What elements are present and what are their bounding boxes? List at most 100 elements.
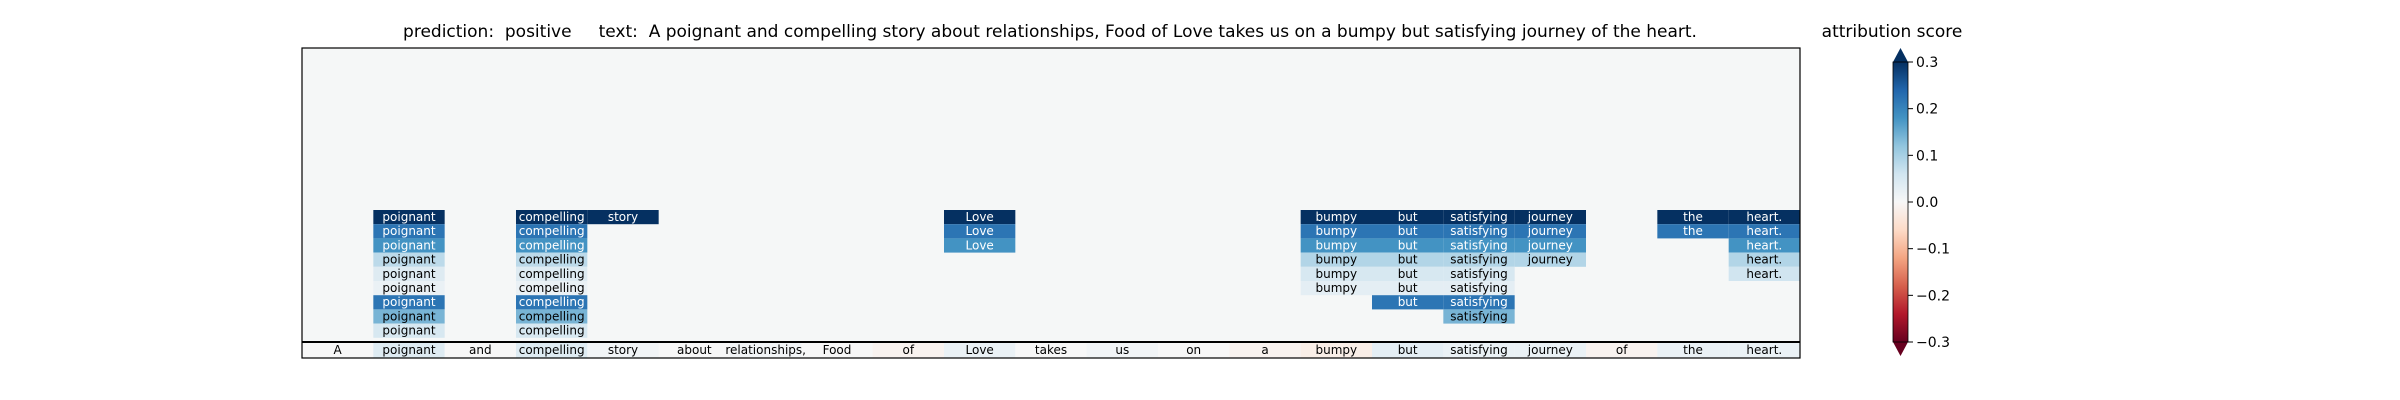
stack-cell-17-0 xyxy=(1514,210,1586,225)
stack-token-label-1-6: poignant xyxy=(382,295,435,309)
base-cell-3 xyxy=(516,342,588,358)
stack-token-label-20-0: heart. xyxy=(1746,210,1782,224)
stack-cell-3-0 xyxy=(516,210,588,225)
stack-cell-1-8 xyxy=(373,323,445,338)
stack-token-label-3-1: compelling xyxy=(519,224,585,238)
stack-token-label-17-0: journey xyxy=(1527,210,1573,224)
stack-token-label-15-3: but xyxy=(1398,253,1418,267)
stack-cell-15-1 xyxy=(1372,224,1444,239)
base-cell-12 xyxy=(1158,342,1230,358)
stack-cell-1-6 xyxy=(373,295,445,310)
base-cell-14 xyxy=(1300,342,1372,358)
stack-cell-9-2 xyxy=(944,238,1016,253)
stack-cell-15-4 xyxy=(1372,266,1444,281)
stack-cell-14-0 xyxy=(1300,210,1372,225)
stack-token-label-20-1: heart. xyxy=(1746,224,1782,238)
stack-token-label-1-3: poignant xyxy=(382,253,435,267)
stack-token-label-1-5: poignant xyxy=(382,281,435,295)
stack-token-label-17-1: journey xyxy=(1527,224,1573,238)
stack-token-label-14-3: bumpy xyxy=(1316,253,1358,267)
base-cell-0 xyxy=(302,342,374,358)
stack-cell-14-5 xyxy=(1300,281,1372,296)
base-cell-20 xyxy=(1728,342,1800,358)
base-token-label-1: poignant xyxy=(382,343,435,357)
stack-token-label-19-0: the xyxy=(1683,210,1703,224)
stack-token-label-16-6: satisfying xyxy=(1450,295,1508,309)
stack-token-label-17-2: journey xyxy=(1527,238,1573,252)
stack-token-label-14-5: bumpy xyxy=(1316,281,1358,295)
stack-cell-3-6 xyxy=(516,295,588,310)
stack-cell-14-2 xyxy=(1300,238,1372,253)
base-token-label-11: us xyxy=(1115,343,1129,357)
base-token-label-17: journey xyxy=(1527,343,1573,357)
colorbar-tick-label-6: −0.3 xyxy=(1916,335,1950,351)
stack-cell-1-0 xyxy=(373,210,445,225)
base-token-label-2: and xyxy=(469,343,492,357)
stack-token-label-16-7: satisfying xyxy=(1450,309,1508,323)
colorbar-title: attribution score xyxy=(1821,22,1963,42)
stack-token-label-14-2: bumpy xyxy=(1316,238,1358,252)
base-token-label-18: of xyxy=(1616,343,1628,357)
stack-cell-20-0 xyxy=(1728,210,1800,225)
plot-frame xyxy=(301,47,1801,359)
stack-cell-17-2 xyxy=(1514,238,1586,253)
base-token-label-12: on xyxy=(1186,343,1201,357)
base-cell-11 xyxy=(1086,342,1158,358)
base-cell-15 xyxy=(1372,342,1444,358)
stack-token-label-20-2: heart. xyxy=(1746,238,1782,252)
stack-token-label-17-3: journey xyxy=(1527,253,1573,267)
stack-token-label-9-0: Love xyxy=(966,210,994,224)
colorbar-body xyxy=(1893,62,1908,342)
stack-token-label-16-1: satisfying xyxy=(1450,224,1508,238)
colorbar-ticks: 0.3 0.2 0.1 0.0 −0.1 −0.2 −0.3 xyxy=(1908,55,1950,351)
base-token-label-15: but xyxy=(1398,343,1418,357)
stack-token-label-3-8: compelling xyxy=(519,324,585,338)
stack-token-label-1-1: poignant xyxy=(382,224,435,238)
stack-cell-15-0 xyxy=(1372,210,1444,225)
stack-token-label-19-1: the xyxy=(1683,224,1703,238)
stack-token-label-1-4: poignant xyxy=(382,267,435,281)
stack-token-label-9-1: Love xyxy=(966,224,994,238)
stack-cell-19-0 xyxy=(1657,210,1729,225)
text-label: text: xyxy=(598,22,638,42)
stack-token-label-1-2: poignant xyxy=(382,238,435,252)
stack-cell-15-3 xyxy=(1372,252,1444,267)
prediction-value: positive xyxy=(504,22,572,42)
stack-cell-15-2 xyxy=(1372,238,1444,253)
stack-cell-16-1 xyxy=(1443,224,1515,239)
stack-cell-15-5 xyxy=(1372,281,1444,296)
stack-token-label-1-8: poignant xyxy=(382,324,435,338)
stack-token-label-16-4: satisfying xyxy=(1450,267,1508,281)
colorbar-tick-label-3: 0.0 xyxy=(1916,195,1938,211)
base-token-label-3: compelling xyxy=(519,343,585,357)
stack-cell-14-4 xyxy=(1300,266,1372,281)
base-token-label-7: Food xyxy=(823,343,852,357)
stack-cell-20-3 xyxy=(1728,252,1800,267)
base-cell-10 xyxy=(1015,342,1087,358)
stack-token-label-14-1: bumpy xyxy=(1316,224,1358,238)
stack-cell-17-1 xyxy=(1514,224,1586,239)
stack-token-label-3-3: compelling xyxy=(519,253,585,267)
stack-token-label-15-4: but xyxy=(1398,267,1418,281)
stack-cell-16-3 xyxy=(1443,252,1515,267)
colorbar-extend-bottom xyxy=(1893,342,1908,356)
base-cell-9 xyxy=(944,342,1016,358)
stack-cell-19-1 xyxy=(1657,224,1729,239)
stack-cell-16-7 xyxy=(1443,309,1515,324)
stack-token-label-15-0: but xyxy=(1398,210,1418,224)
stack-token-label-20-3: heart. xyxy=(1746,253,1782,267)
colorbar-tick-label-5: −0.2 xyxy=(1916,288,1950,304)
base-cell-13 xyxy=(1229,342,1301,358)
stack-cell-1-3 xyxy=(373,252,445,267)
stack-token-label-16-3: satisfying xyxy=(1450,253,1508,267)
stack-token-label-15-1: but xyxy=(1398,224,1418,238)
base-cell-17 xyxy=(1514,342,1586,358)
stack-cell-20-4 xyxy=(1728,266,1800,281)
stack-cell-16-6 xyxy=(1443,295,1515,310)
stack-token-label-15-2: but xyxy=(1398,238,1418,252)
base-token-label-0: A xyxy=(334,343,343,357)
stack-token-label-3-6: compelling xyxy=(519,295,585,309)
base-token-label-19: the xyxy=(1683,343,1703,357)
base-cell-16 xyxy=(1443,342,1515,358)
stack-token-label-1-7: poignant xyxy=(382,309,435,323)
